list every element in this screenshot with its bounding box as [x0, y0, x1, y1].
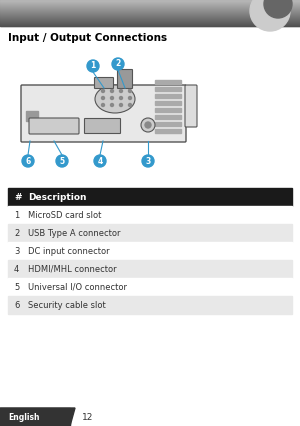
Bar: [0, 11, 300, 12]
Text: #: #: [14, 193, 22, 201]
Bar: [155, 94, 181, 98]
Bar: [155, 122, 181, 126]
Circle shape: [56, 155, 68, 167]
Bar: [0, 14, 300, 15]
Text: HDMI/MHL connector: HDMI/MHL connector: [28, 265, 117, 273]
FancyBboxPatch shape: [29, 118, 79, 134]
Circle shape: [145, 122, 151, 128]
Circle shape: [94, 155, 106, 167]
Bar: [0, 10, 300, 11]
Text: 12: 12: [82, 412, 93, 421]
Text: Description: Description: [28, 193, 86, 201]
Circle shape: [119, 104, 122, 106]
Circle shape: [128, 97, 131, 100]
Circle shape: [250, 0, 290, 31]
Bar: [0, 20, 300, 21]
Circle shape: [110, 89, 113, 92]
Text: 4: 4: [98, 156, 103, 165]
Bar: [0, 23, 300, 24]
Text: 2: 2: [14, 228, 19, 238]
Text: DC input connector: DC input connector: [28, 247, 110, 256]
Bar: [0, 22, 300, 23]
Circle shape: [128, 104, 131, 106]
Bar: [8, 278, 292, 296]
Circle shape: [87, 60, 99, 72]
Text: 3: 3: [146, 156, 151, 165]
FancyBboxPatch shape: [118, 69, 133, 89]
FancyBboxPatch shape: [85, 118, 121, 133]
Bar: [8, 242, 292, 260]
Text: 1: 1: [90, 61, 96, 70]
FancyBboxPatch shape: [21, 85, 186, 142]
Bar: [0, 4, 300, 5]
Text: 4: 4: [14, 265, 19, 273]
Circle shape: [101, 104, 104, 106]
Bar: [0, 8, 300, 9]
Bar: [0, 15, 300, 16]
Circle shape: [264, 0, 292, 18]
Text: 2: 2: [116, 60, 121, 69]
Bar: [0, 17, 300, 18]
Circle shape: [119, 97, 122, 100]
Circle shape: [101, 89, 104, 92]
Text: 5: 5: [59, 156, 64, 165]
Bar: [0, 13, 300, 14]
Bar: [0, 2, 300, 3]
Bar: [0, 7, 300, 8]
Text: MicroSD card slot: MicroSD card slot: [28, 210, 101, 219]
Bar: [8, 260, 292, 278]
FancyBboxPatch shape: [94, 78, 113, 89]
Bar: [0, 0, 300, 26]
Bar: [0, 19, 300, 20]
Text: 1: 1: [14, 210, 19, 219]
Bar: [8, 188, 292, 206]
Bar: [8, 296, 292, 314]
Circle shape: [110, 97, 113, 100]
Bar: [8, 224, 292, 242]
Circle shape: [112, 58, 124, 70]
Circle shape: [110, 104, 113, 106]
Text: Universal I/O connector: Universal I/O connector: [28, 282, 127, 291]
Bar: [0, 21, 300, 22]
Bar: [0, 9, 300, 10]
Bar: [155, 80, 181, 84]
Text: 5: 5: [14, 282, 19, 291]
Circle shape: [128, 89, 131, 92]
Bar: [155, 87, 181, 91]
Bar: [0, 0, 300, 1]
Bar: [155, 108, 181, 112]
Ellipse shape: [95, 85, 135, 113]
Bar: [0, 16, 300, 17]
Bar: [155, 101, 181, 105]
Circle shape: [142, 155, 154, 167]
FancyBboxPatch shape: [185, 85, 197, 127]
Bar: [26, 111, 38, 121]
Bar: [0, 24, 300, 25]
Bar: [0, 1, 300, 2]
Bar: [8, 206, 292, 224]
Text: 3: 3: [14, 247, 20, 256]
Bar: [0, 408, 70, 426]
Circle shape: [141, 118, 155, 132]
Circle shape: [22, 155, 34, 167]
Bar: [0, 5, 300, 6]
Text: 6: 6: [26, 156, 31, 165]
Bar: [0, 18, 300, 19]
Bar: [0, 6, 300, 7]
Text: 6: 6: [14, 300, 20, 310]
Text: Input / Output Connections: Input / Output Connections: [8, 33, 167, 43]
Text: USB Type A connector: USB Type A connector: [28, 228, 121, 238]
Text: English: English: [8, 412, 40, 421]
Circle shape: [101, 97, 104, 100]
Circle shape: [119, 89, 122, 92]
Bar: [0, 12, 300, 13]
Bar: [155, 129, 181, 133]
Bar: [0, 3, 300, 4]
Bar: [0, 25, 300, 26]
Text: Security cable slot: Security cable slot: [28, 300, 106, 310]
Bar: [155, 115, 181, 119]
Polygon shape: [0, 408, 75, 426]
